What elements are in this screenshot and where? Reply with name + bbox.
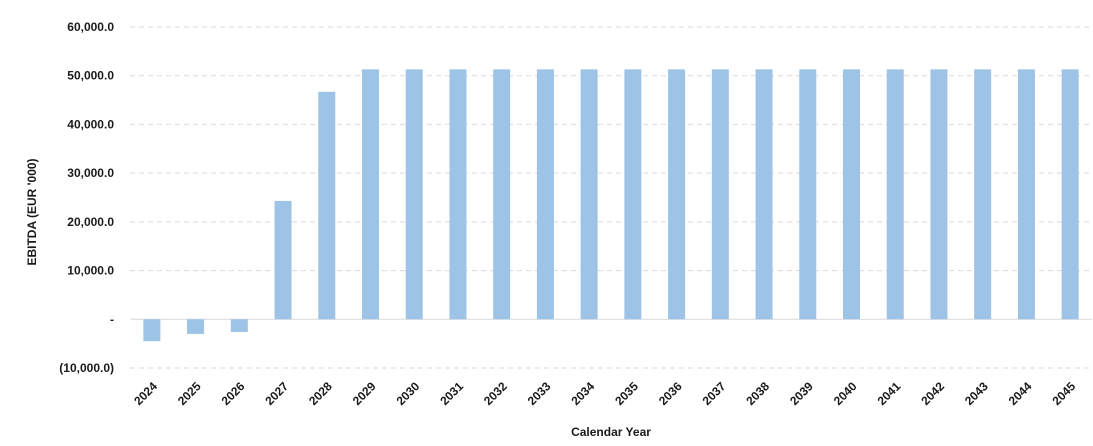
- y-tick-labels: 60,000.0 50,000.0 40,000.0 30,000.0 20,000.0…: [59, 20, 114, 375]
- bar-2025: [187, 319, 205, 334]
- x-tick-label: 2024: [131, 379, 160, 408]
- y-tick-label: 30,000.0: [67, 166, 114, 180]
- y-tick-label: -: [110, 312, 114, 326]
- y-tick-label: 10,000.0: [67, 264, 114, 278]
- bars: [143, 69, 1079, 342]
- x-tick-label: 2038: [743, 379, 772, 408]
- x-tick-labels: 2024 2025 2026 2027 2028 2029 2030 2031 2032 2033…: [131, 379, 1078, 408]
- x-tick-label: 2042: [918, 379, 947, 408]
- bar-2032: [493, 69, 511, 320]
- x-tick-label: 2031: [437, 379, 466, 408]
- y-tick-label: 40,000.0: [67, 117, 114, 131]
- x-tick-label: 2034: [568, 379, 597, 408]
- x-tick-label: 2044: [1006, 379, 1035, 408]
- x-tick-label: 2029: [350, 379, 379, 408]
- bar-2031: [449, 69, 467, 320]
- bar-2024: [143, 319, 161, 342]
- bar-2039: [799, 69, 817, 320]
- x-tick-label: 2025: [175, 379, 204, 408]
- x-tick-label: 2035: [612, 379, 641, 408]
- gridlines: [130, 26, 1092, 369]
- y-tick-label: 60,000.0: [67, 20, 114, 34]
- bar-2037: [711, 69, 729, 320]
- x-tick-label: 2041: [875, 379, 904, 408]
- bar-2035: [624, 69, 642, 320]
- bar-2045: [1061, 69, 1079, 320]
- bar-2033: [536, 69, 554, 320]
- y-tick-label: 20,000.0: [67, 215, 114, 229]
- y-axis-title: EBITDA (EUR '000): [25, 158, 39, 265]
- bar-2044: [1017, 69, 1035, 320]
- x-tick-label: 2032: [481, 379, 510, 408]
- bar-2036: [668, 69, 686, 320]
- bar-2041: [886, 69, 904, 320]
- bar-2027: [274, 200, 292, 320]
- x-tick-label: 2026: [219, 379, 248, 408]
- bar-2029: [362, 69, 379, 320]
- x-tick-label: 2045: [1049, 379, 1078, 408]
- x-tick-label: 2027: [262, 379, 291, 408]
- x-axis-title: Calendar Year: [571, 425, 651, 439]
- y-tick-label: (10,000.0): [59, 361, 114, 375]
- x-tick-label: 2036: [656, 379, 685, 408]
- x-tick-label: 2043: [962, 379, 991, 408]
- bar-2038: [755, 69, 773, 320]
- bar-2034: [580, 69, 598, 320]
- x-tick-label: 2030: [394, 379, 423, 408]
- bar-2042: [930, 69, 948, 320]
- bar-2026: [230, 319, 248, 332]
- y-tick-label: 50,000.0: [67, 69, 114, 83]
- bar-2043: [974, 69, 992, 320]
- x-tick-label: 2039: [787, 379, 816, 408]
- bar-2040: [843, 69, 860, 320]
- x-tick-label: 2028: [306, 379, 335, 408]
- x-tick-label: 2037: [700, 379, 729, 408]
- bar-2030: [405, 69, 423, 320]
- bar-2028: [318, 91, 336, 320]
- x-tick-label: 2033: [525, 379, 554, 408]
- x-tick-label: 2040: [831, 379, 860, 408]
